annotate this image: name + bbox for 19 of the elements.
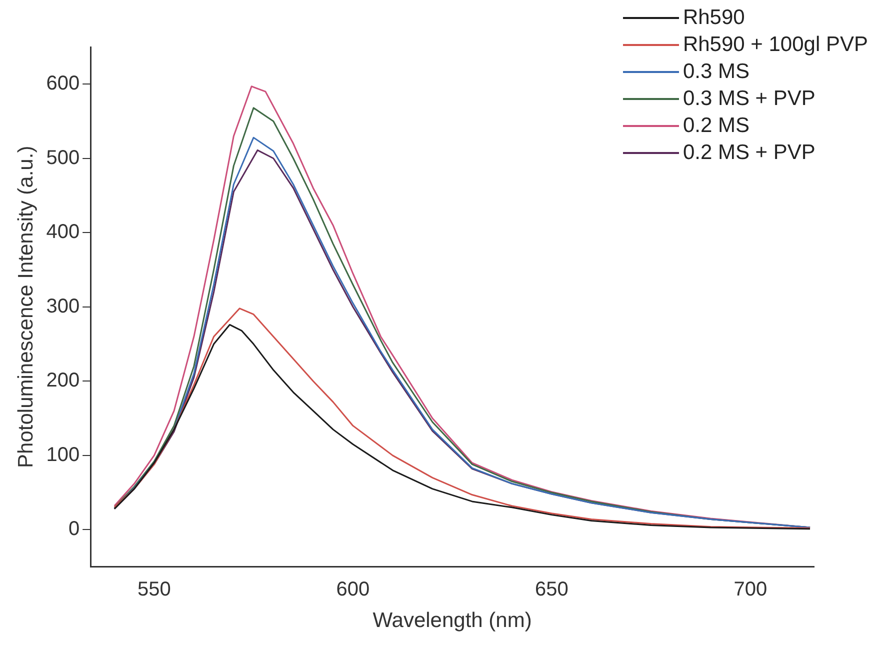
x-tick-label: 700 bbox=[734, 578, 768, 600]
y-tick-label: 300 bbox=[46, 295, 80, 318]
legend-label: 0.3 MS bbox=[682, 59, 750, 85]
x-tick-label: 650 bbox=[534, 578, 568, 600]
legend-label: 0.2 MS + PVP bbox=[682, 140, 816, 166]
legend-label: Rh590 + 100gl PVP bbox=[682, 32, 868, 58]
x-axis-title: Wavelength (nm) bbox=[372, 609, 532, 632]
legend-label: 0.2 MS bbox=[682, 113, 750, 139]
y-tick-label: 200 bbox=[46, 370, 80, 392]
x-tick-label: 550 bbox=[137, 578, 171, 600]
y-tick-label: 500 bbox=[46, 146, 80, 169]
y-tick-label: 100 bbox=[46, 444, 80, 466]
y-tick-label: 400 bbox=[46, 221, 80, 244]
y-tick-label: 0 bbox=[68, 518, 80, 540]
y-tick-label: 600 bbox=[46, 72, 80, 95]
x-tick-label: 600 bbox=[336, 578, 370, 600]
y-axis-title: Photoluminescence Intensity (a.u.) bbox=[14, 146, 38, 468]
legend-label: Rh590 bbox=[682, 5, 745, 31]
legend-label: 0.3 MS + PVP bbox=[682, 86, 816, 112]
